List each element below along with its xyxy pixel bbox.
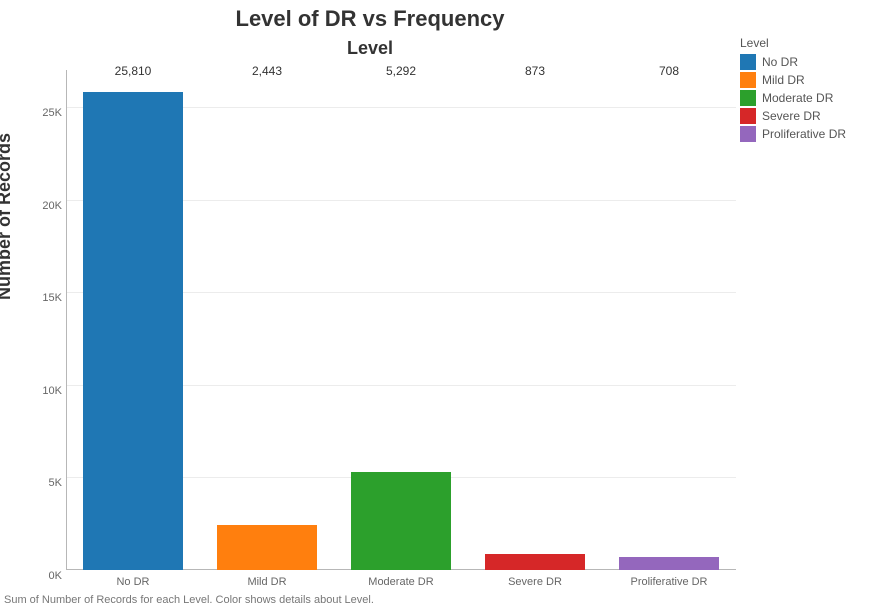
bar bbox=[351, 472, 452, 570]
y-tick-label: 20K bbox=[28, 200, 62, 212]
legend-swatch bbox=[740, 54, 756, 70]
legend: Level No DR Mild DR Moderate DR Severe DR Pr… bbox=[740, 36, 875, 144]
plot-area: 25,8102,4435,292873708 0K5K10K15K20K25K bbox=[66, 70, 736, 570]
x-tick-label: Proliferative DR bbox=[602, 576, 736, 588]
bar-value-label: 5,292 bbox=[351, 64, 452, 470]
bar bbox=[619, 557, 720, 570]
bar-value-label: 2,443 bbox=[217, 64, 318, 523]
chart-subtitle: Level bbox=[0, 38, 740, 59]
legend-label: Proliferative DR bbox=[762, 127, 846, 141]
legend-item: Severe DR bbox=[740, 108, 875, 124]
x-tick-label: Mild DR bbox=[200, 576, 334, 588]
legend-swatch bbox=[740, 126, 756, 142]
bars-group: 25,810 2,443 5,292 873 708 bbox=[66, 70, 736, 570]
y-tick-label: 15K bbox=[28, 292, 62, 304]
y-axis-label: Number of Records bbox=[0, 133, 15, 300]
legend-item: Moderate DR bbox=[740, 90, 875, 106]
y-tick-label: 25K bbox=[28, 107, 62, 119]
bar-slot: 708 bbox=[619, 70, 720, 570]
bar-slot: 5,292 bbox=[351, 70, 452, 570]
chart-caption: Sum of Number of Records for each Level.… bbox=[4, 594, 374, 606]
bar-slot: 2,443 bbox=[217, 70, 318, 570]
x-tick-label: Moderate DR bbox=[334, 576, 468, 588]
legend-swatch bbox=[740, 90, 756, 106]
chart-title: Level of DR vs Frequency bbox=[0, 6, 740, 32]
legend-label: Severe DR bbox=[762, 109, 821, 123]
bar bbox=[217, 525, 318, 570]
bar-slot: 25,810 bbox=[83, 70, 184, 570]
legend-item: Proliferative DR bbox=[740, 126, 875, 142]
bar-value-label: 873 bbox=[485, 64, 586, 552]
bar-value-label: 708 bbox=[619, 64, 720, 555]
legend-label: Moderate DR bbox=[762, 91, 833, 105]
legend-item: Mild DR bbox=[740, 72, 875, 88]
y-tick-label: 10K bbox=[28, 385, 62, 397]
y-tick-label: 5K bbox=[28, 477, 62, 489]
legend-swatch bbox=[740, 108, 756, 124]
x-tick-label: Severe DR bbox=[468, 576, 602, 588]
chart-container: Level of DR vs Frequency Level Level No … bbox=[0, 0, 885, 610]
bar-slot: 873 bbox=[485, 70, 586, 570]
legend-label: No DR bbox=[762, 55, 798, 69]
y-tick-label: 0K bbox=[28, 570, 62, 582]
bar-value-label: 25,810 bbox=[83, 64, 184, 90]
legend-title: Level bbox=[740, 36, 875, 50]
bar bbox=[485, 554, 586, 570]
legend-item: No DR bbox=[740, 54, 875, 70]
x-tick-label: No DR bbox=[66, 576, 200, 588]
legend-swatch bbox=[740, 72, 756, 88]
bar bbox=[83, 92, 184, 570]
legend-label: Mild DR bbox=[762, 73, 805, 87]
